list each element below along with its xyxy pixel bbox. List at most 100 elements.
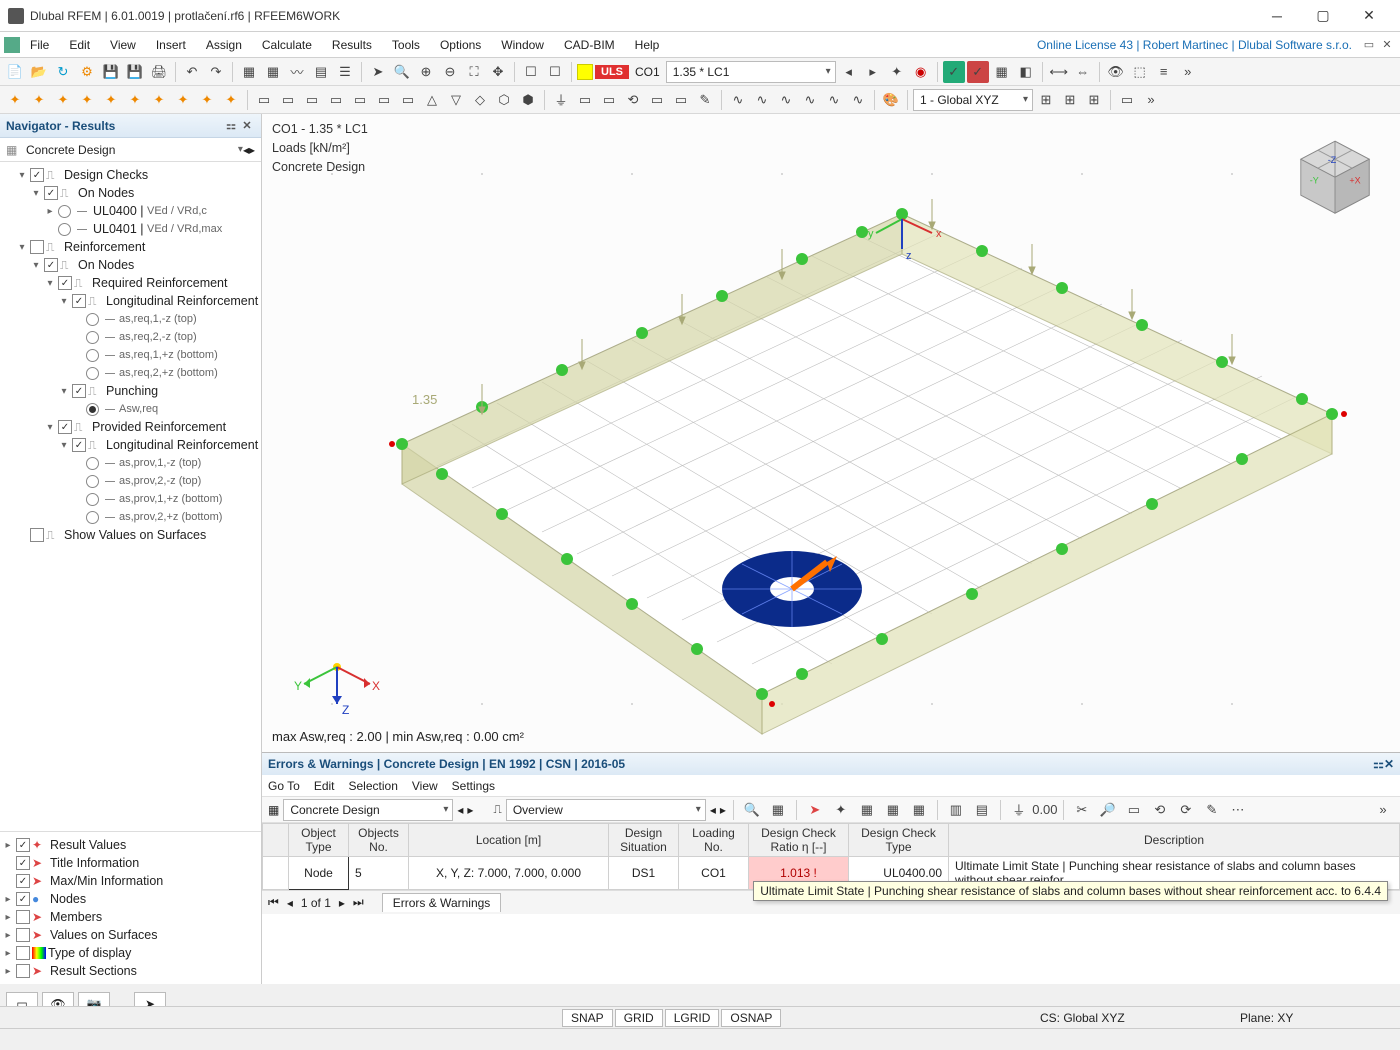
t2v-icon[interactable]: ∿ — [775, 89, 797, 111]
tree-asreq2mz[interactable]: as,req,2,-z (top) — [2, 328, 259, 346]
err-c2-next-icon[interactable]: ▸ — [720, 803, 726, 817]
dim-icon[interactable]: ⟷ — [1048, 61, 1070, 83]
tree-design-checks[interactable]: ▾⎍Design Checks — [2, 166, 259, 184]
tree-on-nodes-2[interactable]: ▾⎍On Nodes — [2, 256, 259, 274]
errors-table[interactable]: Object Type Objects No. Location [m] Des… — [262, 823, 1400, 890]
redo-icon[interactable]: ↷ — [205, 61, 227, 83]
t2i-icon[interactable]: ▽ — [445, 89, 467, 111]
status-osnap[interactable]: OSNAP — [721, 1009, 781, 1027]
app-menu-icon[interactable] — [4, 37, 20, 53]
t2k-icon[interactable]: ⬡ — [493, 89, 515, 111]
undo-icon[interactable]: ↶ — [181, 61, 203, 83]
nav-next-icon[interactable]: ▸ — [249, 143, 255, 157]
status-grid[interactable]: GRID — [615, 1009, 663, 1027]
pager-prev-icon[interactable]: ◂ — [287, 896, 293, 910]
err-menu-view[interactable]: View — [412, 779, 438, 793]
viewport-3d[interactable]: CO1 - 1.35 * LC1 Loads [kN/m²] Concrete … — [262, 114, 1400, 752]
t2more-icon[interactable]: » — [1140, 89, 1162, 111]
err-t3-icon[interactable]: ➤ — [804, 799, 826, 821]
t2z2-icon[interactable]: ⊞ — [1059, 89, 1081, 111]
errors-close-icon[interactable]: ✕ — [1384, 757, 1394, 771]
gear-icon[interactable]: ⚙ — [76, 61, 98, 83]
t2u-icon[interactable]: ∿ — [751, 89, 773, 111]
err-c1-next-icon[interactable]: ▸ — [467, 803, 473, 817]
status-snap[interactable]: SNAP — [562, 1009, 613, 1027]
tree-prov-reinf[interactable]: ▾⎍Provided Reinforcement — [2, 418, 259, 436]
zoom-fit-icon[interactable]: ⛶ — [463, 61, 485, 83]
more-icon[interactable]: » — [1177, 61, 1199, 83]
tree-on-nodes-1[interactable]: ▾⎍On Nodes — [2, 184, 259, 202]
maximize-button[interactable]: ▢ — [1300, 1, 1346, 31]
err-more-icon[interactable]: » — [1372, 799, 1394, 821]
t2o-icon[interactable]: ▭ — [598, 89, 620, 111]
t2w-icon[interactable]: ∿ — [799, 89, 821, 111]
tree-asreq1mz[interactable]: as,req,1,-z (top) — [2, 310, 259, 328]
spark1-icon[interactable]: ✦ — [4, 89, 26, 111]
tree-ul0401[interactable]: UL0401 | VEd / VRd,max — [2, 220, 259, 238]
tree-asprov1mz[interactable]: as,prov,1,-z (top) — [2, 454, 259, 472]
prev-icon[interactable]: ◂ — [838, 61, 860, 83]
errors-tab[interactable]: Errors & Warnings — [382, 893, 502, 912]
zoom-in-icon[interactable]: ⊕ — [415, 61, 437, 83]
err-menu-selection[interactable]: Selection — [349, 779, 398, 793]
spark2-icon[interactable]: ✦ — [28, 89, 50, 111]
err-t2-icon[interactable]: ▦ — [767, 799, 789, 821]
menu-insert[interactable]: Insert — [146, 35, 196, 55]
tree-asreq1pz[interactable]: as,req,1,+z (bottom) — [2, 346, 259, 364]
navbot-values-surf[interactable]: ▸➤Values on Surfaces — [2, 926, 259, 944]
err-num-icon[interactable]: 0.00 — [1034, 799, 1056, 821]
err-t16-icon[interactable]: ✎ — [1201, 799, 1223, 821]
palette-icon[interactable]: 🎨 — [880, 89, 902, 111]
tree-asreq2pz[interactable]: as,req,2,+z (bottom) — [2, 364, 259, 382]
status-lgrid[interactable]: LGRID — [665, 1009, 720, 1027]
spark5-icon[interactable]: ✦ — [100, 89, 122, 111]
err-t8-icon[interactable]: ▥ — [945, 799, 967, 821]
err-t17-icon[interactable]: ⋯ — [1227, 799, 1249, 821]
save-all-icon[interactable]: 💾 — [124, 61, 146, 83]
t2d-icon[interactable]: ▭ — [325, 89, 347, 111]
err-c1-prev-icon[interactable]: ◂ — [457, 803, 463, 817]
close-button[interactable]: ✕ — [1346, 1, 1392, 31]
tree-punching[interactable]: ▾⎍Punching — [2, 382, 259, 400]
menu-help[interactable]: Help — [625, 35, 670, 55]
cube-icon[interactable]: ⬚ — [1129, 61, 1151, 83]
calc-icon[interactable]: ▤ — [310, 61, 332, 83]
menu-results[interactable]: Results — [322, 35, 382, 55]
pager-last-icon[interactable]: ⏭ — [353, 895, 364, 910]
err-t6-icon[interactable]: ▦ — [882, 799, 904, 821]
t2z4-icon[interactable]: ▭ — [1116, 89, 1138, 111]
t2r-icon[interactable]: ▭ — [670, 89, 692, 111]
save-icon[interactable]: 💾 — [100, 61, 122, 83]
tree-long-reinf-1[interactable]: ▾⎍Longitudinal Reinforcement — [2, 292, 259, 310]
refresh-icon[interactable]: ↻ — [52, 61, 74, 83]
t2f-icon[interactable]: ▭ — [373, 89, 395, 111]
err-c2-prev-icon[interactable]: ◂ — [710, 803, 716, 817]
t2b-icon[interactable]: ▭ — [277, 89, 299, 111]
mdi-restore-icon[interactable]: ▭ — [1360, 38, 1378, 51]
t2g-icon[interactable]: ▭ — [397, 89, 419, 111]
tree-ul0400[interactable]: ▸UL0400 | VEd / VRd,c — [2, 202, 259, 220]
navbot-result-sections[interactable]: ▸➤Result Sections — [2, 962, 259, 980]
err-t15-icon[interactable]: ⟳ — [1175, 799, 1197, 821]
navbot-title-info[interactable]: ➤Title Information — [2, 854, 259, 872]
navbot-result-values[interactable]: ▸✦Result Values — [2, 836, 259, 854]
open-icon[interactable]: 📂 — [28, 61, 50, 83]
tree-asprov2mz[interactable]: as,prov,2,-z (top) — [2, 472, 259, 490]
t2q-icon[interactable]: ▭ — [646, 89, 668, 111]
t2x-icon[interactable]: ∿ — [823, 89, 845, 111]
menu-options[interactable]: Options — [430, 35, 491, 55]
panel-pin-icon[interactable]: ⚏ — [223, 119, 239, 132]
navbot-type-display[interactable]: ▸Type of display — [2, 944, 259, 962]
t2z3-icon[interactable]: ⊞ — [1083, 89, 1105, 111]
tree-asprov2pz[interactable]: as,prov,2,+z (bottom) — [2, 508, 259, 526]
menu-assign[interactable]: Assign — [196, 35, 252, 55]
t2l-icon[interactable]: ⬢ — [517, 89, 539, 111]
err-t7-icon[interactable]: ▦ — [908, 799, 930, 821]
t2y-icon[interactable]: ∿ — [847, 89, 869, 111]
next-icon[interactable]: ▸ — [862, 61, 884, 83]
zoom-out-icon[interactable]: ⊖ — [439, 61, 461, 83]
err-menu-goto[interactable]: Go To — [268, 779, 300, 793]
filter-icon[interactable]: ⏚ — [550, 89, 572, 111]
coord-system-combo[interactable]: 1 - Global XYZ — [913, 89, 1033, 111]
navbot-maxmin[interactable]: ➤Max/Min Information — [2, 872, 259, 890]
